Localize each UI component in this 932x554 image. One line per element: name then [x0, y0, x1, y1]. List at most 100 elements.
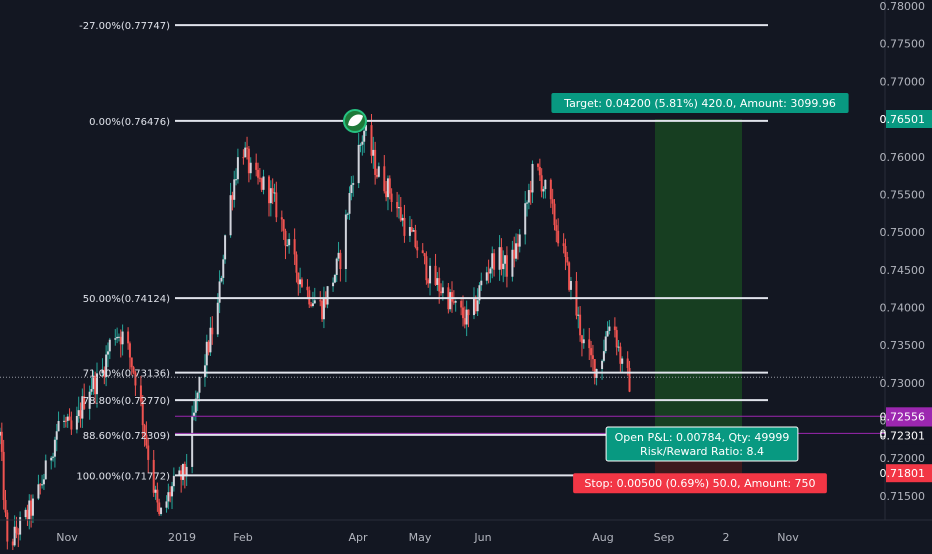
candle-body	[466, 310, 468, 325]
candle-body	[182, 464, 184, 480]
candle-body	[614, 327, 616, 331]
candle-body	[220, 278, 222, 282]
candle-body	[116, 337, 118, 338]
candle-body	[219, 281, 221, 302]
candle-body	[301, 279, 303, 286]
fib-level-label: 0.00%(0.76476)	[89, 117, 170, 128]
candle-body	[12, 542, 14, 546]
candle-body	[396, 202, 398, 208]
candle-body	[436, 278, 438, 285]
candle-body	[198, 377, 200, 393]
candle-body	[312, 303, 314, 306]
candle-body	[488, 272, 490, 273]
candle-body	[63, 421, 65, 422]
pnl-label[interactable]: Open P&L: 0.00784, Qty: 49999Risk/Reward…	[606, 427, 798, 461]
candle-body	[211, 328, 213, 335]
candle-body	[427, 280, 429, 283]
candle-body	[222, 259, 224, 278]
candle-body	[155, 490, 157, 493]
candle-body	[288, 239, 290, 245]
price-tick-label: 0.73500	[880, 339, 926, 352]
candle-body	[398, 207, 400, 208]
candle-body	[493, 253, 495, 270]
candle-body	[435, 266, 437, 285]
candle-body	[147, 446, 149, 460]
time-tick-label: May	[409, 531, 432, 544]
candle-body	[557, 231, 559, 243]
candle-body	[39, 484, 41, 485]
candle-body	[231, 195, 233, 200]
candle-body	[352, 183, 354, 185]
candle-body	[14, 527, 16, 546]
time-tick-label: Nov	[56, 531, 78, 544]
stop-label-text: Stop: 0.00500 (0.69%) 50.0, Amount: 750	[584, 477, 815, 490]
candle-body	[129, 343, 131, 357]
candle-body	[127, 332, 129, 344]
candle-body	[6, 512, 8, 541]
candle-body	[621, 359, 623, 364]
candle-body	[502, 264, 504, 269]
candle-body	[409, 227, 411, 236]
price-tick-label: 0.75000	[880, 226, 926, 239]
candle-body	[171, 486, 173, 496]
candle-body	[257, 170, 259, 178]
candle-body	[208, 342, 210, 353]
candle-body	[570, 281, 572, 290]
candle-body	[310, 304, 312, 306]
candle-body	[601, 361, 603, 369]
leaf-icon[interactable]	[344, 110, 366, 132]
candle-body	[25, 510, 27, 517]
candle-body	[244, 148, 246, 158]
candle-body	[440, 291, 442, 293]
candle-body	[464, 318, 466, 324]
candle-body	[242, 157, 244, 158]
candle-body	[206, 342, 208, 366]
candle-body	[429, 266, 431, 284]
target-zone[interactable]	[655, 119, 742, 436]
price-tick-label: 0.74000	[880, 301, 926, 314]
candle-body	[555, 225, 557, 231]
candle-body	[323, 298, 325, 319]
candle-body	[314, 300, 316, 303]
candle-body	[15, 527, 17, 533]
candle-body	[230, 195, 232, 235]
candle-body	[416, 247, 418, 250]
candle-body	[299, 279, 301, 284]
candle-body	[274, 192, 276, 193]
candle-body	[414, 230, 416, 247]
candle-body	[383, 166, 385, 191]
candle-body	[347, 214, 349, 215]
candle-body	[588, 339, 590, 348]
candle-body	[374, 150, 376, 175]
candle-body	[581, 335, 583, 343]
candle-body	[607, 331, 609, 337]
candle-body	[491, 253, 493, 268]
candle-body	[543, 189, 545, 191]
candle-body	[577, 315, 579, 316]
candle-body	[519, 234, 521, 246]
candle-body	[462, 307, 464, 318]
candle-body	[513, 250, 515, 259]
candle-body	[349, 193, 351, 214]
target-label[interactable]: Target: 0.04200 (5.81%) 420.0, Amount: 3…	[551, 93, 848, 113]
candle-body	[204, 365, 206, 377]
candle-body	[272, 188, 274, 193]
candle-body	[422, 250, 424, 253]
stop-label[interactable]: Stop: 0.00500 (0.69%) 50.0, Amount: 750	[573, 473, 827, 493]
candle-body	[619, 347, 621, 364]
candle-body	[477, 300, 479, 311]
candle-body	[107, 351, 109, 354]
time-tick-label: 2	[723, 531, 730, 544]
candle-body	[361, 142, 363, 145]
target-label-text: Target: 0.04200 (5.81%) 420.0, Amount: 3…	[563, 97, 836, 110]
candle-body	[248, 149, 250, 174]
candle-body	[118, 337, 120, 338]
price-tick-label: 0.74500	[880, 264, 926, 277]
candle-body	[41, 484, 43, 485]
candle-body	[91, 389, 93, 392]
candle-body	[605, 336, 607, 351]
price-tick-label: 0.78000	[880, 0, 926, 13]
